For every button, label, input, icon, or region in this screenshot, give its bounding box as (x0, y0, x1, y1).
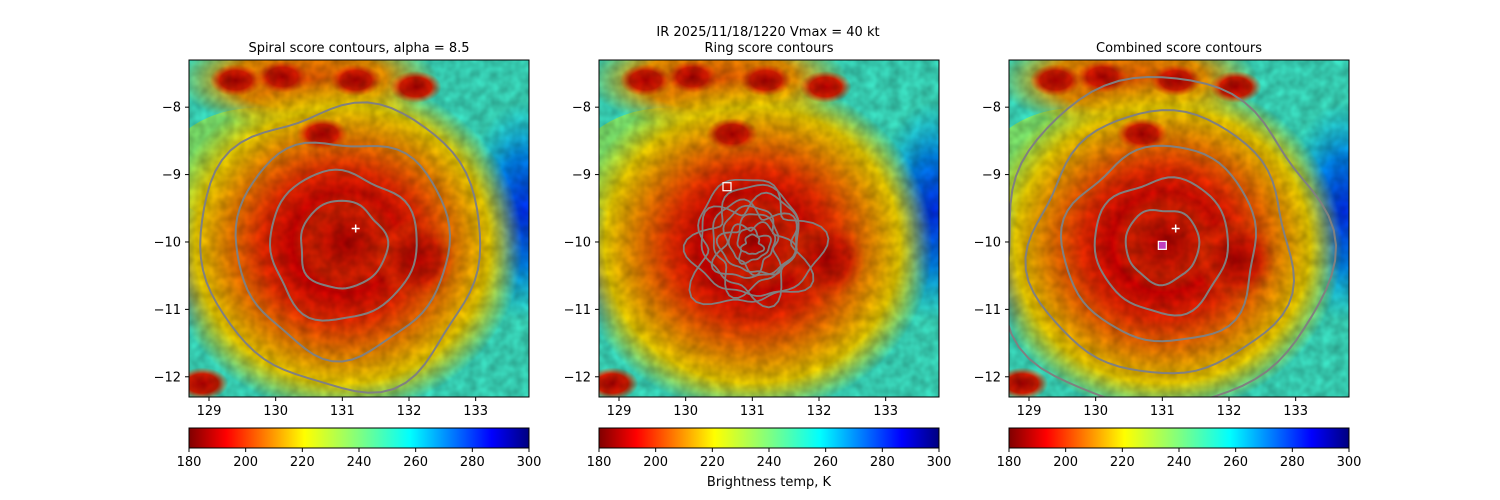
y-tick-label: −11 (974, 303, 1001, 318)
colorbar (1008, 427, 1350, 449)
y-tick-label: −8 (162, 101, 181, 116)
y-tick-label: −12 (154, 370, 181, 385)
colorbar-label: Brightness temp, K (707, 475, 832, 490)
colorbar-tick-label: 280 (1280, 455, 1305, 470)
y-tick-label: −8 (982, 101, 1001, 116)
score-contour-3 (234, 141, 452, 363)
colorbar-tick-label: 300 (517, 455, 542, 470)
texture (599, 60, 939, 397)
panel-3: Combined score contours 129 130 131 132 133 −8… (974, 41, 1362, 470)
y-tick-label: −10 (154, 235, 181, 250)
colorbar-tick-label: 240 (757, 455, 782, 470)
x-tick-label: 129 (607, 404, 632, 419)
center-square-marker (722, 182, 732, 192)
colorbar-tick-label: 300 (927, 455, 952, 470)
axes-frame (598, 59, 940, 398)
ring-contour-2 (736, 226, 772, 265)
colorbar-tick-label: 200 (1053, 455, 1078, 470)
ring-contour-5 (710, 205, 798, 279)
y-tick-label: −12 (564, 370, 591, 385)
suptitle: IR 2025/11/18/1220 Vmax = 40 kt (656, 25, 879, 40)
axes-title: Combined score contours (1096, 41, 1262, 56)
y-tick-label: −9 (162, 168, 181, 183)
colorbar-tick-label: 200 (233, 455, 258, 470)
x-tick-label: 130 (673, 404, 698, 419)
x-tick-label: 130 (1083, 404, 1108, 419)
colorbar-tick-label: 260 (1223, 455, 1248, 470)
axes-title: Spiral score contours, alpha = 8.5 (248, 41, 469, 56)
colorbar-tick-label: 200 (643, 455, 668, 470)
colorbar-tick-label: 220 (1110, 455, 1135, 470)
axes-frame (1008, 59, 1350, 398)
score-contour-4 (199, 101, 482, 394)
colorbar-tick-label: 180 (997, 455, 1022, 470)
x-tick-label: 129 (197, 404, 222, 419)
colorbar-tick-label: 260 (403, 455, 428, 470)
panel-2: Ring score contours 129 130 131 132 133 −8 −9 −1… (564, 41, 952, 470)
colorbar-tick-label: 180 (587, 455, 612, 470)
y-tick-label: −10 (564, 235, 591, 250)
y-tick-label: −11 (154, 303, 181, 318)
center-plus-marker (1171, 224, 1180, 233)
score-contour-2 (1093, 176, 1229, 317)
score-contour-1 (1124, 208, 1201, 287)
x-tick-label: 132 (1217, 404, 1242, 419)
colorbar (188, 427, 530, 449)
y-tick-label: −9 (982, 168, 1001, 183)
y-tick-label: −9 (572, 168, 591, 183)
score-contour-3 (1059, 144, 1258, 343)
x-tick-label: 131 (330, 404, 355, 419)
score-contour-2 (268, 168, 418, 322)
x-tick-label: 132 (807, 404, 832, 419)
colorbar-tick-label: 220 (700, 455, 725, 470)
panel-1: Spiral score contours, alpha = 8.5 129 130… (154, 41, 542, 470)
ring-contour-7 (700, 191, 800, 309)
ir-image (189, 60, 529, 397)
x-tick-label: 132 (397, 404, 422, 419)
panels: Spiral score contours, alpha = 8.5 129 130… (154, 41, 1362, 470)
colorbar (598, 427, 940, 449)
x-tick-label: 133 (463, 404, 488, 419)
score-contour-1 (299, 199, 390, 290)
axes-title: Ring score contours (704, 41, 833, 56)
colorbar-tick-label: 180 (177, 455, 202, 470)
ring-contour-3 (727, 221, 777, 277)
center-plus-marker (351, 224, 360, 233)
x-tick-label: 133 (1283, 404, 1308, 419)
y-tick-label: −10 (974, 235, 1001, 250)
y-tick-label: −11 (564, 303, 591, 318)
ring-contour-9 (688, 179, 830, 306)
ir-image (1009, 60, 1349, 397)
ring-contour-6 (712, 198, 798, 299)
center-square-marker (1157, 240, 1167, 250)
x-tick-label: 130 (263, 404, 288, 419)
colorbar-tick-label: 240 (347, 455, 372, 470)
y-tick-label: −8 (572, 101, 591, 116)
ir-image (599, 60, 939, 397)
colorbar-tick-label: 300 (1337, 455, 1362, 470)
x-tick-label: 131 (740, 404, 765, 419)
colorbar-tick-label: 280 (870, 455, 895, 470)
x-tick-label: 133 (873, 404, 898, 419)
colorbar-tick-label: 260 (813, 455, 838, 470)
y-tick-label: −12 (974, 370, 1001, 385)
colorbar-tick-label: 240 (1167, 455, 1192, 470)
score-contour-4 (1024, 109, 1296, 375)
x-tick-label: 131 (1150, 404, 1175, 419)
axes-frame (188, 59, 530, 398)
x-tick-label: 129 (1017, 404, 1042, 419)
colorbar-tick-label: 280 (460, 455, 485, 470)
colorbar-tick-label: 220 (290, 455, 315, 470)
score-contour-5 (1009, 75, 1337, 397)
